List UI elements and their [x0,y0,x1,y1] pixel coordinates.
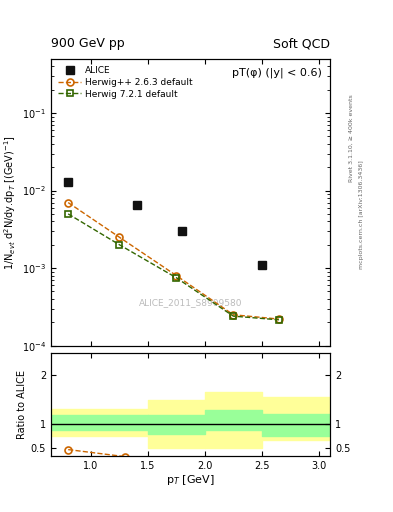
X-axis label: p$_T$ [GeV]: p$_T$ [GeV] [166,473,215,487]
Text: mcplots.cern.ch [arXiv:1306.3436]: mcplots.cern.ch [arXiv:1306.3436] [359,161,364,269]
Herwig 7.2.1 default [231,313,236,319]
Y-axis label: 1/N$_{evt}$ d$^2$N/dy.dp$_T$ [(GeV)$^{-1}$]: 1/N$_{evt}$ d$^2$N/dy.dp$_T$ [(GeV)$^{-1… [2,135,18,270]
Herwig 7.2.1 default [174,275,179,281]
Herwig 7.2.1 default [66,211,70,217]
Y-axis label: Ratio to ALICE: Ratio to ALICE [17,370,27,439]
ALICE [259,262,264,268]
Herwig 7.2.1 default [277,317,281,323]
Text: 900 GeV pp: 900 GeV pp [51,37,125,50]
Line: Herwig++ 2.6.3 default: Herwig++ 2.6.3 default [65,199,282,323]
ALICE [66,179,70,185]
Herwig 7.2.1 default [117,242,122,248]
ALICE [134,202,139,208]
Text: ALICE_2011_S8909580: ALICE_2011_S8909580 [139,298,242,307]
Legend: ALICE, Herwig++ 2.6.3 default, Herwig 7.2.1 default: ALICE, Herwig++ 2.6.3 default, Herwig 7.… [55,63,196,101]
Text: Rivet 3.1.10, ≥ 400k events: Rivet 3.1.10, ≥ 400k events [349,94,354,182]
Line: ALICE: ALICE [64,178,266,269]
Herwig++ 2.6.3 default [66,200,70,206]
Herwig++ 2.6.3 default [117,234,122,240]
Text: Soft QCD: Soft QCD [273,37,330,50]
Herwig++ 2.6.3 default [231,312,236,318]
Text: pT(φ) (|y| < 0.6): pT(φ) (|y| < 0.6) [232,68,322,78]
Herwig++ 2.6.3 default [174,272,179,279]
Herwig++ 2.6.3 default [277,316,281,322]
Line: Herwig 7.2.1 default: Herwig 7.2.1 default [65,210,282,323]
ALICE [180,228,184,234]
